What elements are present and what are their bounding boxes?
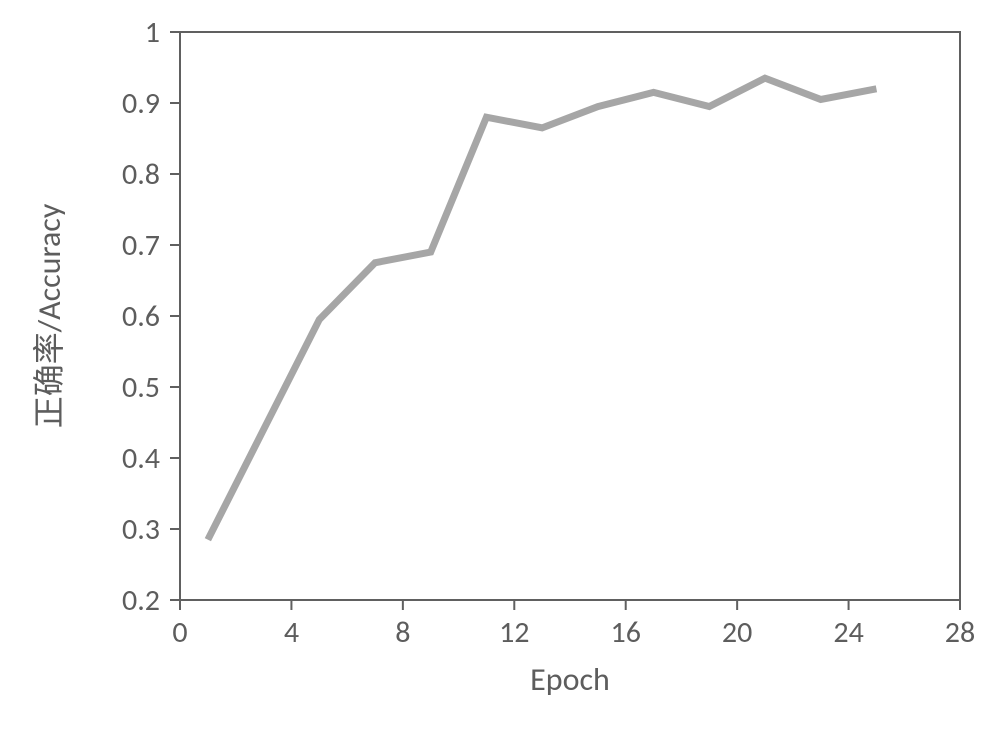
- y-tick-label: 0.2: [122, 582, 160, 619]
- y-tick-label: 0.5: [122, 369, 160, 406]
- y-axis-title: 正确率/Accuracy: [30, 203, 69, 428]
- x-tick-label: 16: [611, 614, 641, 651]
- y-tick-label: 0.8: [122, 156, 160, 193]
- y-tick-label: 1: [145, 14, 160, 51]
- y-tick-label: 0.6: [122, 298, 160, 335]
- chart-svg: 0 4 8 12 16 20 24 28 0.2 0.3 0.4 0.5 0.6 0.7 0.8 0.9 1 Ep…: [0, 0, 1000, 730]
- y-tick-label: 0.7: [122, 227, 160, 264]
- y-tick-label: 0.9: [122, 85, 160, 122]
- x-tick-label: 0: [172, 614, 187, 651]
- x-tick-label: 24: [833, 614, 863, 651]
- y-tick-label: 0.3: [122, 511, 160, 548]
- x-tick-label: 28: [945, 614, 975, 651]
- series-accuracy: [208, 78, 877, 540]
- y-tick-label: 0.4: [122, 440, 160, 477]
- x-tick-label: 4: [284, 614, 299, 651]
- x-tick-label: 8: [395, 614, 410, 651]
- accuracy-chart: 0 4 8 12 16 20 24 28 0.2 0.3 0.4 0.5 0.6 0.7 0.8 0.9 1 Ep…: [0, 0, 1000, 730]
- x-tick-label: 12: [499, 614, 529, 651]
- x-tick-label: 20: [722, 614, 752, 651]
- x-axis-title: Epoch: [530, 660, 610, 699]
